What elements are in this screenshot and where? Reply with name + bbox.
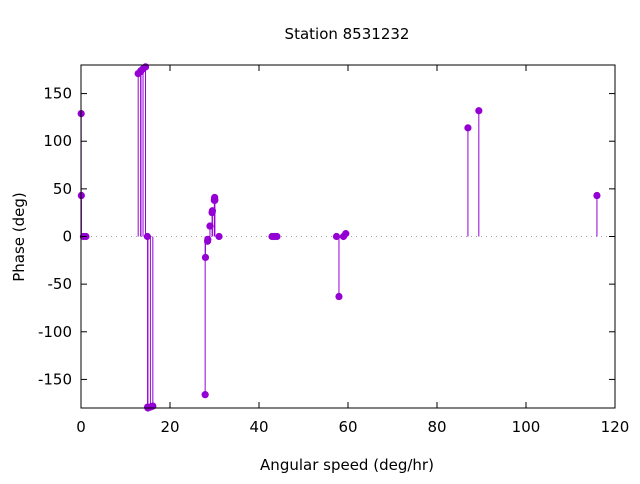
axes: 0 20 40 60 80 100 120 -150 -100 -50 0 50 100 150 — [38, 64, 630, 436]
data-point — [593, 191, 601, 200]
x-tick-label: 20 — [160, 418, 179, 436]
x-tick-label: 100 — [512, 418, 541, 436]
data-point — [215, 232, 223, 241]
data-point — [149, 402, 157, 410]
data-point — [208, 207, 217, 215]
y-tick-label: -50 — [48, 275, 73, 293]
data-point — [141, 63, 150, 71]
chart-title: Station 8531232 — [285, 25, 410, 43]
data-point — [273, 232, 281, 241]
y-tick-label: 0 — [62, 228, 72, 246]
y-tick-label: -100 — [38, 323, 72, 341]
data-point — [335, 292, 343, 301]
y-tick-label: 50 — [53, 180, 72, 198]
y-tick-label: 150 — [43, 85, 72, 103]
data-point — [475, 107, 483, 115]
x-tick-label: 80 — [427, 418, 446, 436]
data-point — [204, 235, 212, 243]
y-tick-label: -150 — [38, 370, 72, 388]
x-tick-label: 120 — [601, 418, 630, 436]
data-point — [211, 196, 219, 204]
data-point — [342, 230, 350, 238]
x-axis-label: Angular speed (deg/hr) — [260, 456, 434, 474]
x-tick-label: 0 — [76, 418, 86, 436]
data-point — [143, 232, 151, 241]
y-axis-label: Phase (deg) — [10, 192, 28, 282]
data-point — [201, 253, 210, 262]
x-tick-label: 60 — [338, 418, 357, 436]
data-point — [464, 124, 472, 132]
data-point — [201, 391, 209, 399]
y-tick-label: 100 — [43, 132, 72, 150]
data-marks — [77, 63, 601, 412]
x-tick-label: 40 — [249, 418, 268, 436]
data-point — [332, 232, 341, 241]
data-point — [206, 222, 214, 230]
